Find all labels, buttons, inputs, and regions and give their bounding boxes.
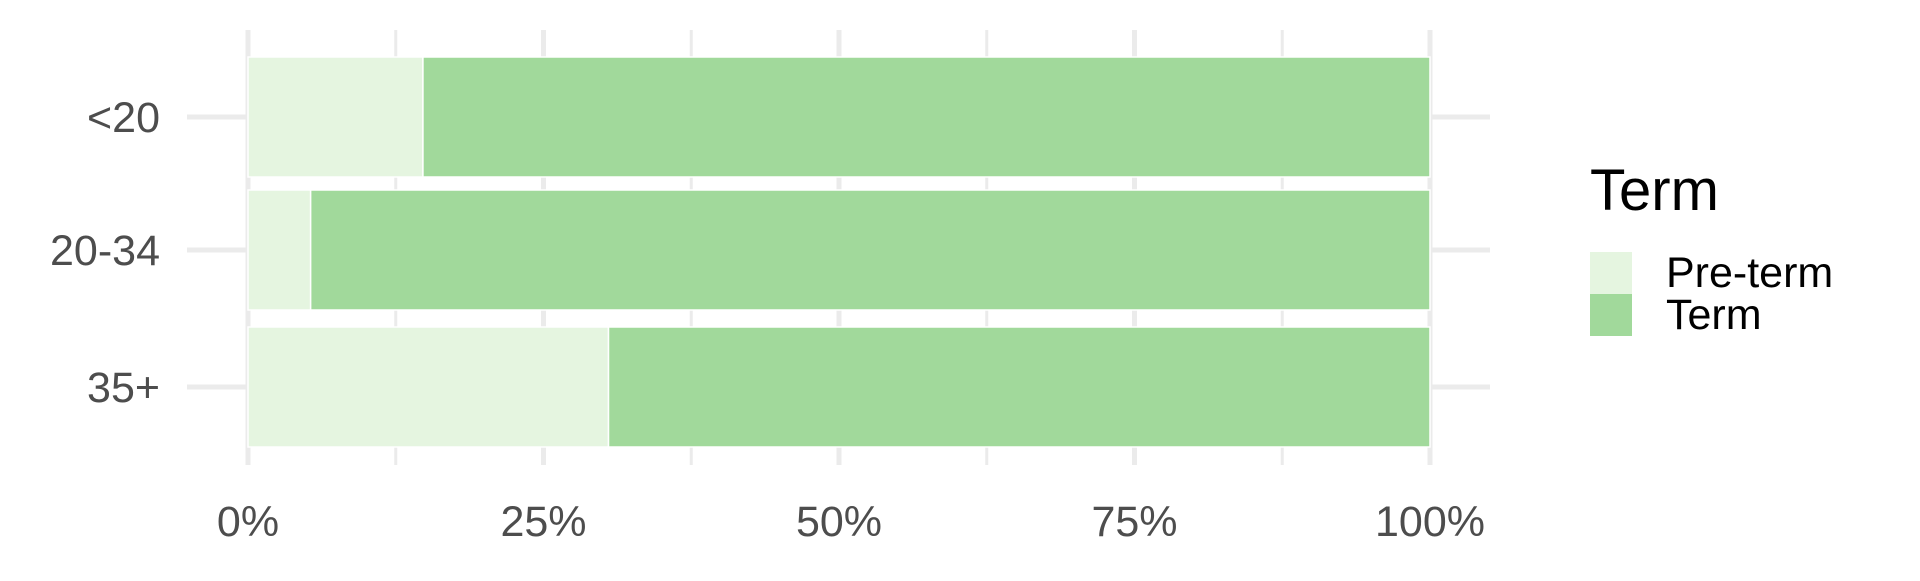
axis-layer: <20 20-34 35+ 0% 25% 50% 75% 100% [50,94,1485,546]
x-tick-label: 0% [217,498,279,546]
legend-key-term [1590,294,1632,336]
bar-segment-term [607,326,1431,448]
y-tick-label: 35+ [87,364,160,412]
bar-segment-pre-term [247,189,312,311]
legend-label: Pre-term [1666,249,1833,297]
x-tick-label: 50% [796,498,882,546]
y-tick-label: <20 [87,94,160,142]
y-tick-label: 20-34 [50,227,160,275]
legend-title: Term [1590,158,1719,223]
bar-segment-term [422,56,1431,178]
x-tick-label: 25% [500,498,586,546]
legend-label: Term [1666,291,1762,339]
bar-segment-pre-term [247,56,424,178]
bars-layer [247,56,1431,448]
bar-segment-pre-term [247,326,610,448]
x-tick-label: 100% [1375,498,1485,546]
x-tick-label: 75% [1091,498,1177,546]
bar-segment-term [309,189,1431,311]
legend-key-pre-term [1590,252,1632,294]
